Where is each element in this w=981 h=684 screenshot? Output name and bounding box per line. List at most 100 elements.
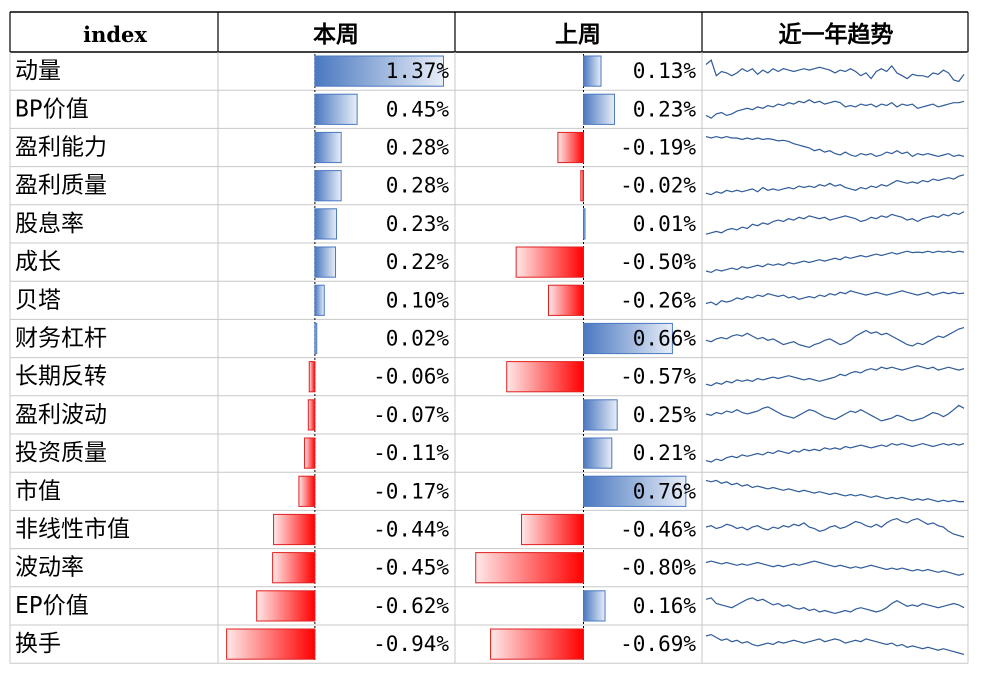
last-week-bar bbox=[557, 131, 585, 164]
this-week-value: -0.62% bbox=[373, 594, 449, 618]
trend-sparkline bbox=[705, 597, 965, 615]
last-week-value: -0.80% bbox=[620, 556, 696, 580]
trend-sparkline bbox=[705, 633, 965, 655]
this-week-value: 0.22% bbox=[386, 250, 450, 274]
last-week-bar bbox=[515, 246, 584, 278]
last-week-bar bbox=[583, 93, 615, 125]
this-week-value: -0.06% bbox=[373, 365, 449, 389]
table-row: 财务杠杆 0.02% 0.66% bbox=[15, 322, 965, 355]
last-week-value: -0.50% bbox=[620, 250, 696, 274]
this-week-bar bbox=[298, 475, 316, 507]
this-week-value: -0.07% bbox=[373, 403, 449, 427]
trend-sparkline bbox=[705, 250, 965, 274]
this-week-value: 0.02% bbox=[386, 327, 450, 351]
last-week-bar bbox=[583, 208, 586, 240]
last-week-value: -0.02% bbox=[620, 174, 696, 198]
this-week-bar bbox=[256, 590, 316, 622]
factor-name: 股息率 bbox=[15, 211, 84, 237]
trend-sparkline bbox=[705, 404, 965, 422]
this-week-value: -0.45% bbox=[373, 556, 449, 580]
this-week-value: -0.94% bbox=[373, 632, 449, 656]
last-week-value: -0.57% bbox=[620, 365, 696, 389]
table-header: index 本周 上周 近一年趋势 bbox=[83, 21, 893, 48]
this-week-bar bbox=[308, 361, 316, 393]
last-week-value: 0.13% bbox=[633, 59, 697, 83]
last-week-bar bbox=[547, 284, 584, 316]
this-week-value: 0.23% bbox=[386, 212, 450, 236]
last-week-bar bbox=[583, 475, 687, 507]
trend-sparkline bbox=[705, 517, 965, 538]
last-week-value: 0.21% bbox=[633, 441, 697, 465]
this-week-bar bbox=[314, 93, 358, 125]
this-week-bar bbox=[314, 284, 325, 316]
factor-name: EP价值 bbox=[15, 593, 89, 619]
factor-name: 市值 bbox=[15, 478, 61, 504]
table-row: 盈利质量 0.28% -0.02% bbox=[15, 170, 965, 202]
table-row: 投资质量 -0.11% 0.21% bbox=[15, 437, 965, 469]
this-week-value: 1.37% bbox=[386, 59, 450, 83]
factor-name: 盈利波动 bbox=[15, 402, 107, 428]
table-row: 换手 -0.94% -0.69% bbox=[15, 628, 965, 660]
trend-sparkline bbox=[705, 211, 965, 235]
table-rows: 动量 1.37% 0.13% BP价值 0.45% 0.23% 盈利能力 0.28% -0.19… bbox=[15, 55, 965, 660]
last-week-bar bbox=[580, 170, 585, 202]
last-week-bar bbox=[506, 361, 585, 393]
last-week-value: 0.23% bbox=[633, 97, 697, 121]
last-week-bar bbox=[583, 590, 606, 622]
factor-name: 财务杠杆 bbox=[15, 326, 107, 352]
factor-name: 成长 bbox=[15, 249, 61, 275]
this-week-bar bbox=[314, 246, 337, 278]
last-week-value: -0.69% bbox=[620, 632, 696, 656]
table-row: 市值 -0.17% 0.76% bbox=[15, 475, 964, 507]
this-week-bar bbox=[314, 322, 318, 355]
table-row: 成长 0.22% -0.50% bbox=[15, 246, 965, 278]
trend-sparkline bbox=[705, 135, 965, 158]
trend-sparkline bbox=[705, 174, 965, 196]
last-week-bar bbox=[583, 322, 673, 355]
trend-sparkline bbox=[705, 479, 964, 503]
table-row: 盈利波动 -0.07% 0.25% bbox=[15, 399, 965, 431]
last-week-value: -0.19% bbox=[620, 136, 696, 160]
this-week-bar bbox=[314, 55, 444, 87]
header-last-week: 上周 bbox=[555, 21, 601, 48]
factor-name: 非线性市值 bbox=[15, 517, 130, 543]
this-week-value: -0.11% bbox=[373, 441, 449, 465]
trend-sparkline bbox=[705, 327, 965, 349]
this-week-bar bbox=[273, 513, 316, 546]
last-week-bar bbox=[583, 55, 602, 87]
trend-sparkline bbox=[705, 59, 965, 83]
table-row: BP价值 0.45% 0.23% bbox=[15, 93, 965, 125]
this-week-bar bbox=[226, 628, 316, 660]
this-week-value: 0.28% bbox=[386, 136, 450, 160]
this-week-value: 0.28% bbox=[386, 174, 450, 198]
factor-name: 盈利质量 bbox=[15, 173, 107, 199]
this-week-bar bbox=[314, 208, 337, 240]
last-week-value: 0.25% bbox=[633, 403, 697, 427]
this-week-bar bbox=[304, 437, 316, 469]
last-week-bar bbox=[521, 513, 584, 546]
table-row: 非线性市值 -0.44% -0.46% bbox=[15, 513, 965, 546]
table-row: 贝塔 0.10% -0.26% bbox=[15, 284, 965, 316]
header-trend: 近一年趋势 bbox=[779, 21, 894, 48]
last-week-bar bbox=[475, 552, 584, 584]
header-index: index bbox=[83, 22, 147, 47]
last-week-value: 0.16% bbox=[633, 594, 697, 618]
last-week-bar bbox=[583, 437, 613, 469]
table-row: 股息率 0.23% 0.01% bbox=[15, 208, 965, 240]
this-week-value: 0.45% bbox=[386, 97, 450, 121]
factor-name: 长期反转 bbox=[15, 364, 107, 390]
table-row: EP价值 -0.62% 0.16% bbox=[15, 590, 965, 622]
header-this-week: 本周 bbox=[313, 21, 359, 48]
this-week-value: -0.17% bbox=[373, 479, 449, 503]
factor-name: BP价值 bbox=[15, 96, 89, 122]
this-week-bar bbox=[314, 131, 342, 164]
last-week-value: 0.76% bbox=[633, 479, 697, 503]
factor-name: 波动率 bbox=[15, 555, 84, 581]
last-week-value: -0.26% bbox=[620, 288, 696, 312]
this-week-bar bbox=[272, 552, 316, 584]
factor-name: 投资质量 bbox=[15, 440, 107, 466]
table-row: 动量 1.37% 0.13% bbox=[15, 55, 965, 87]
table-row: 波动率 -0.45% -0.80% bbox=[15, 552, 965, 584]
last-week-value: 0.66% bbox=[633, 327, 697, 351]
